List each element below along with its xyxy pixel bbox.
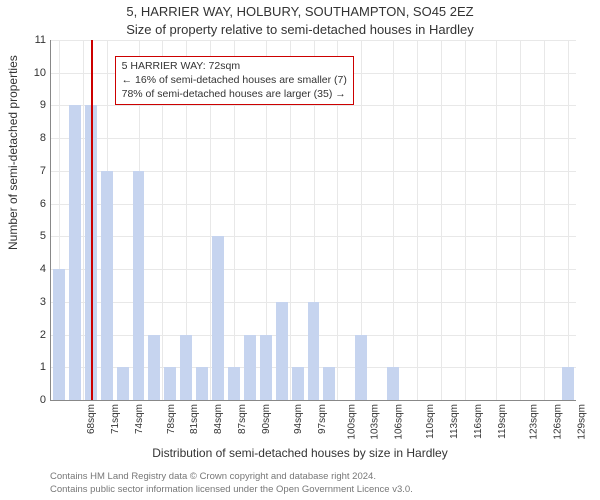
- chart-title-line1: 5, HARRIER WAY, HOLBURY, SOUTHAMPTON, SO…: [0, 4, 600, 19]
- x-tick-label: 71sqm: [110, 404, 121, 434]
- chart-container: 5, HARRIER WAY, HOLBURY, SOUTHAMPTON, SO…: [0, 0, 600, 500]
- property-marker-line: [91, 40, 93, 400]
- x-tick-label: 94sqm: [293, 404, 304, 434]
- x-tick-label: 119sqm: [496, 404, 507, 439]
- gridline-v: [83, 40, 84, 400]
- bar: [260, 335, 272, 400]
- x-tick-label: 90sqm: [261, 404, 272, 434]
- bar: [276, 302, 288, 400]
- y-tick-label: 7: [28, 165, 46, 177]
- y-tick-label: 0: [28, 394, 46, 406]
- y-tick-label: 10: [28, 67, 46, 79]
- bar: [308, 302, 320, 400]
- x-tick-label: 81sqm: [189, 404, 200, 434]
- gridline-v: [465, 40, 466, 400]
- callout-line3: 78% of semi-detached houses are larger (…: [122, 88, 347, 102]
- bar: [133, 171, 145, 400]
- gridline-v: [393, 40, 394, 400]
- bar: [53, 269, 65, 400]
- bar: [323, 367, 335, 400]
- x-tick-label: 74sqm: [134, 404, 145, 434]
- callout-line2: ← 16% of semi-detached houses are smalle…: [122, 74, 347, 88]
- x-tick-label: 100sqm: [346, 404, 357, 440]
- y-tick-label: 1: [28, 361, 46, 373]
- gridline-v: [441, 40, 442, 400]
- callout-box: 5 HARRIER WAY: 72sqm ← 16% of semi-detac…: [115, 56, 354, 105]
- gridline-v: [544, 40, 545, 400]
- y-axis-label: Number of semi-detached properties: [6, 55, 20, 250]
- x-tick-label: 78sqm: [166, 404, 177, 434]
- x-tick-label: 116sqm: [473, 404, 484, 439]
- x-tick-label: 84sqm: [213, 404, 224, 434]
- bar: [387, 367, 399, 400]
- gridline-v: [520, 40, 521, 400]
- bar: [355, 335, 367, 400]
- y-tick-label: 9: [28, 99, 46, 111]
- callout-line1: 5 HARRIER WAY: 72sqm: [122, 60, 347, 74]
- gridline-v: [568, 40, 569, 400]
- x-tick-label: 103sqm: [370, 404, 381, 440]
- bar: [148, 335, 160, 400]
- y-tick-label: 6: [28, 198, 46, 210]
- chart-title-line2: Size of property relative to semi-detach…: [0, 22, 600, 37]
- bar: [180, 335, 192, 400]
- x-axis-label: Distribution of semi-detached houses by …: [0, 446, 600, 460]
- bar: [164, 367, 176, 400]
- y-tick-label: 8: [28, 132, 46, 144]
- plot-area: 5 HARRIER WAY: 72sqm ← 16% of semi-detac…: [50, 40, 576, 401]
- x-tick-label: 97sqm: [317, 404, 328, 434]
- y-tick-label: 11: [28, 34, 46, 46]
- x-tick-label: 123sqm: [529, 404, 540, 440]
- y-tick-label: 2: [28, 329, 46, 341]
- x-tick-label: 129sqm: [577, 404, 588, 440]
- y-tick-label: 3: [28, 296, 46, 308]
- x-tick-label: 110sqm: [425, 404, 436, 439]
- gridline-v: [496, 40, 497, 400]
- x-tick-label: 68sqm: [86, 404, 97, 434]
- x-tick-label: 126sqm: [553, 404, 564, 440]
- x-tick-label: 87sqm: [237, 404, 248, 434]
- bar: [196, 367, 208, 400]
- bar: [69, 105, 81, 400]
- x-tick-label: 106sqm: [394, 404, 405, 440]
- y-tick-label: 4: [28, 263, 46, 275]
- bar: [212, 236, 224, 400]
- bar: [562, 367, 574, 400]
- bar: [228, 367, 240, 400]
- footer-line1: Contains HM Land Registry data © Crown c…: [50, 471, 376, 482]
- bar: [117, 367, 129, 400]
- bar: [101, 171, 113, 400]
- x-tick-label: 113sqm: [449, 404, 460, 439]
- y-tick-label: 5: [28, 230, 46, 242]
- gridline-v: [417, 40, 418, 400]
- bar: [244, 335, 256, 400]
- footer-line2: Contains public sector information licen…: [50, 484, 413, 495]
- bar: [292, 367, 304, 400]
